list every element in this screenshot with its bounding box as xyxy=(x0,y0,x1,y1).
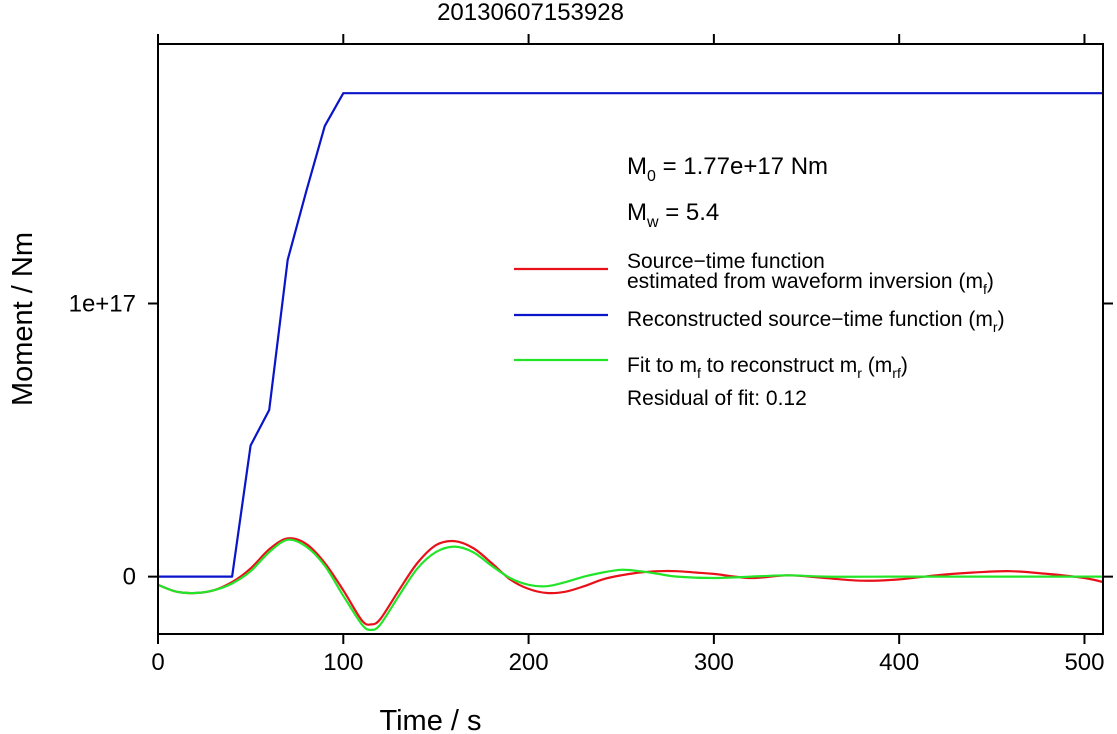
mw-value: = 5.4 xyxy=(659,199,720,226)
plot-content xyxy=(158,92,1103,632)
series-line-mrf xyxy=(158,538,1103,632)
moment-magnitude-annotation: Mw = 5.4 xyxy=(627,199,719,231)
axes: 0 100 200 300 400 500 0 1e+17 xyxy=(69,34,1113,676)
m0-symbol: M xyxy=(627,153,647,180)
legend-mrf-sub3: rf xyxy=(892,365,901,381)
x-tick-label: 400 xyxy=(879,649,919,676)
plot-frame xyxy=(157,43,1104,635)
x-tick-label: 100 xyxy=(323,649,363,676)
mw-subscript: w xyxy=(646,214,659,231)
y-tick-label: 0 xyxy=(123,564,136,591)
y-tick-label: 1e+17 xyxy=(69,290,136,317)
legend-mr-close: ) xyxy=(998,308,1005,331)
legend: Source−time function estimated from wave… xyxy=(514,250,1005,410)
legend-label-mr: Reconstructed source−time function (mr) xyxy=(627,308,1005,335)
series-line-mr xyxy=(158,92,1103,578)
legend-mrf-sub2: r xyxy=(857,365,862,381)
x-axis-title: Time / s xyxy=(379,705,481,734)
residual-annotation: Residual of fit: 0.12 xyxy=(627,387,807,410)
legend-mrf-sub1: f xyxy=(697,365,701,381)
legend-mrf-text3: (m xyxy=(862,354,892,377)
legend-mrf-close: ) xyxy=(901,354,908,377)
series-line-mf xyxy=(158,537,1103,626)
legend-mrf-text1: Fit to m xyxy=(627,354,697,377)
mw-symbol: M xyxy=(627,199,647,226)
x-tick-label: 500 xyxy=(1064,649,1104,676)
legend-mf-close: ) xyxy=(987,270,994,293)
m0-subscript: 0 xyxy=(647,168,656,185)
legend-label-mf-line1: Source−time function xyxy=(627,250,825,273)
chart-title: 20130607153928 xyxy=(437,0,624,26)
x-tick-label: 300 xyxy=(694,649,734,676)
legend-label-mrf: Fit to mf to reconstruct mr (mrf) xyxy=(627,354,908,381)
legend-mrf-text2: to reconstruct m xyxy=(701,354,857,377)
legend-label-mf-line2: estimated from waveform inversion (mf) xyxy=(627,270,994,297)
x-tick-label: 200 xyxy=(509,649,549,676)
y-axis-title: Moment / Nm xyxy=(7,232,39,406)
legend-mr-text: Reconstructed source−time function (m xyxy=(627,308,993,331)
legend-mr-sub: r xyxy=(993,319,998,335)
m0-value: = 1.77e+17 Nm xyxy=(656,153,828,180)
x-tick-label: 0 xyxy=(151,649,164,676)
legend-mf-sub: f xyxy=(983,281,987,297)
seismic-moment-annotation: M0 = 1.77e+17 Nm xyxy=(627,153,828,185)
legend-mf-text: estimated from waveform inversion (m xyxy=(627,270,983,293)
